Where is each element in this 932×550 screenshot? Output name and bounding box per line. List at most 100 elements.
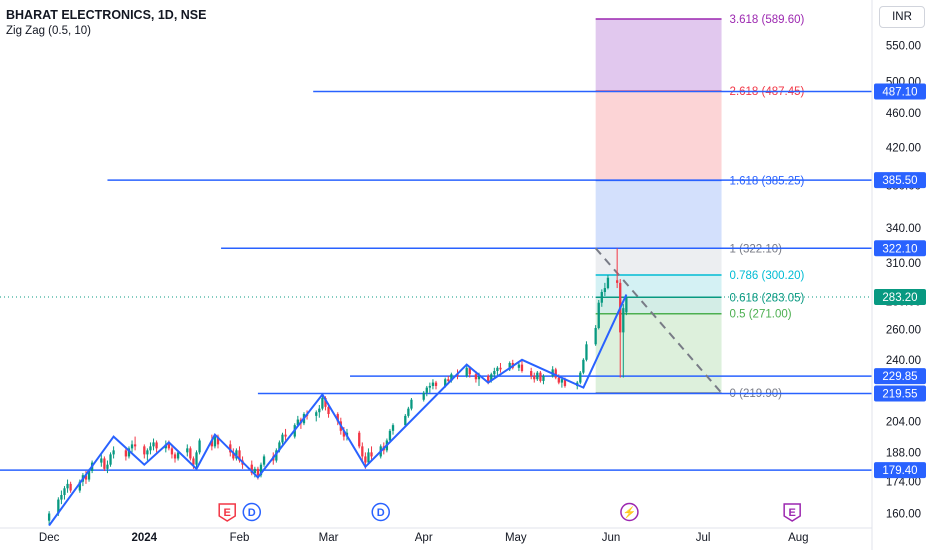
price-tag-box (874, 368, 926, 385)
candle-body (428, 385, 432, 388)
candle (606, 275, 610, 290)
candle-body (554, 369, 557, 378)
symbol-title[interactable]: BHARAT ELECTRONICS, 1D, NSE (6, 8, 207, 22)
candle-body (579, 372, 582, 383)
price-tag: 322.10 (874, 240, 926, 257)
candle-body (281, 434, 284, 443)
candle (600, 289, 603, 307)
candle-body (517, 364, 521, 368)
candle (622, 304, 625, 378)
event-marker-dividend[interactable]: D (242, 502, 262, 522)
candle-body (530, 371, 533, 376)
candle-body (103, 458, 106, 469)
candle-body (195, 452, 198, 465)
price-tag-label: 322.10 (882, 243, 917, 255)
event-glyph: E (788, 507, 795, 519)
price-tag-box (874, 172, 926, 189)
time-axis-label: Mar (319, 532, 339, 544)
fib-zone (595, 274, 722, 298)
candle (155, 440, 158, 453)
candle (391, 423, 395, 435)
candle (103, 456, 106, 471)
price-tag-box (874, 289, 926, 306)
candle-body (112, 450, 115, 455)
candle-body (370, 452, 373, 457)
candle-body (560, 379, 564, 383)
candle-body (186, 448, 189, 453)
candle-body (508, 362, 511, 370)
candle-body (47, 513, 51, 521)
candle-body (149, 446, 152, 451)
price-axis-tick: 260.00 (886, 324, 921, 336)
candle (66, 479, 69, 493)
earnings-badge (218, 503, 236, 522)
candle-body (60, 495, 63, 500)
candle-body (124, 450, 128, 457)
candle-body (434, 382, 438, 386)
fib-level-label: 0.786 (300.20) (730, 270, 805, 282)
event-marker-earnings[interactable]: E (218, 503, 236, 522)
indicator-label[interactable]: Zig Zag (0.5, 10) (6, 25, 92, 37)
candle (47, 511, 51, 526)
candle-body (238, 450, 241, 461)
candle-body (388, 430, 392, 441)
dashed-trend-line (594, 247, 723, 394)
candle (152, 438, 155, 451)
price-axis-tick: 240.00 (886, 355, 921, 367)
candle-body (216, 436, 220, 445)
candle-body (192, 458, 195, 465)
candle-body (133, 444, 137, 447)
candle (428, 382, 432, 393)
event-marker-dividend[interactable]: D (371, 502, 390, 522)
time-axis-label: 2024 (132, 532, 158, 544)
currency-button[interactable]: INR (879, 6, 925, 28)
candle-body (585, 344, 588, 360)
candle-body (450, 374, 453, 381)
candle (597, 300, 600, 330)
candle-body (410, 399, 413, 409)
candle (404, 414, 407, 428)
candle (422, 391, 425, 402)
candle (554, 367, 557, 380)
event-marker-earnings[interactable]: E (783, 503, 801, 522)
candle (189, 446, 192, 461)
candle (536, 371, 539, 381)
candle-body (173, 454, 177, 459)
event-glyph: D (377, 507, 385, 519)
candle-body (210, 440, 214, 447)
candle (539, 371, 542, 383)
event-marker-split[interactable]: ⚡ (620, 502, 639, 522)
candle-body (100, 458, 103, 463)
candle (388, 428, 392, 443)
candle (542, 374, 545, 385)
candle (262, 454, 266, 467)
candle-body (327, 406, 330, 415)
candle-body (324, 397, 327, 407)
price-tag-label: 283.20 (882, 292, 917, 304)
candle (109, 452, 112, 467)
price-tag: 487.10 (874, 83, 926, 100)
fib-zone (595, 19, 722, 92)
candle-body (176, 452, 180, 459)
candle (582, 358, 585, 375)
zigzag-line (48, 294, 628, 527)
candle-body (490, 374, 493, 381)
candle (69, 481, 72, 493)
candle (431, 379, 435, 390)
candle (410, 397, 413, 411)
candle-body (229, 444, 232, 453)
price-tag-label: 487.10 (882, 86, 917, 98)
fib-level-label: 0.618 (283.05) (730, 292, 805, 304)
candle-body (189, 448, 192, 459)
candle-body (625, 297, 628, 313)
candle-body (361, 446, 364, 457)
candle-body (167, 444, 171, 449)
candle-body (262, 456, 266, 465)
candle-body (539, 372, 542, 381)
candle (533, 372, 536, 383)
candle-body (487, 375, 490, 381)
candle-body (474, 374, 478, 380)
candle-body (321, 397, 324, 409)
candle (250, 460, 253, 476)
